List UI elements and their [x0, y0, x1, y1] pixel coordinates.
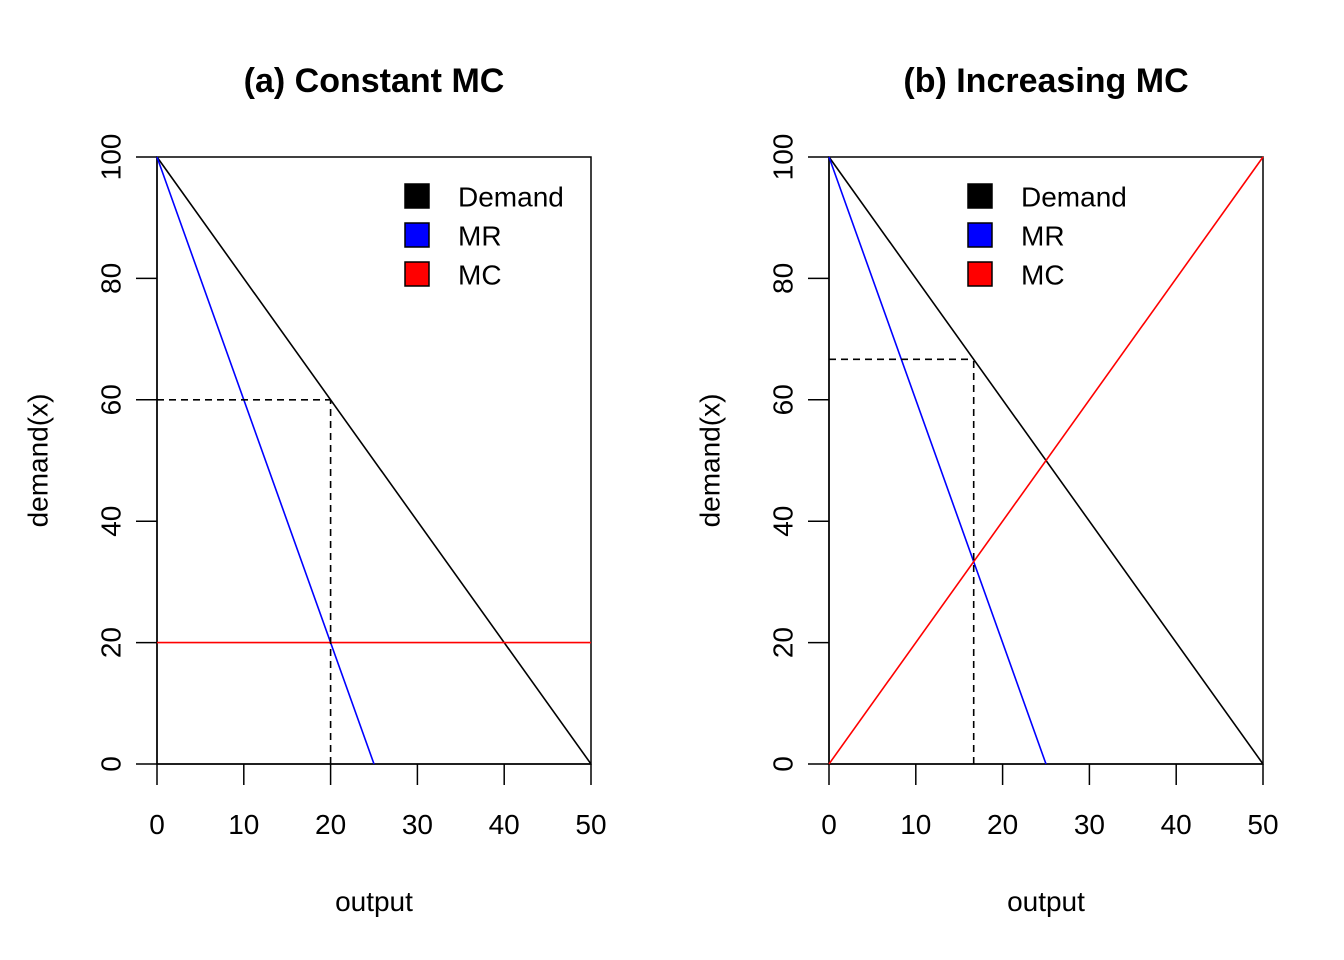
x-tick-label: 10 [228, 809, 259, 840]
series-line-mr [828, 156, 1047, 765]
series-line-mr [156, 156, 375, 765]
legend-label-mc: MC [1021, 260, 1065, 291]
x-tick-label: 50 [1247, 809, 1278, 840]
legend-label-mc: MC [458, 260, 502, 291]
legend-swatch-demand [404, 183, 430, 209]
x-tick-label: 0 [821, 809, 837, 840]
chart-panel-b: (b) Increasing MC 0 10 20 30 40 50 0 20 40 60 80 100… [695, 62, 1279, 917]
x-tick-label: 20 [987, 809, 1018, 840]
y-tick-label: 40 [96, 506, 127, 537]
x-tick-label: 0 [149, 809, 165, 840]
y-tick-label: 60 [96, 384, 127, 415]
y-tick-label: 0 [96, 756, 127, 772]
x-tick-label: 10 [900, 809, 931, 840]
legend-label-mr: MR [1021, 221, 1065, 252]
x-tick-label: 40 [489, 809, 520, 840]
y-axis-label: demand(x) [23, 394, 54, 528]
y-tick-label: 100 [96, 134, 127, 181]
legend-swatch-mc [967, 261, 993, 287]
legend-label-demand: Demand [1021, 182, 1127, 213]
legend-swatch-mr [967, 222, 993, 248]
series-line-demand [156, 156, 592, 765]
legend-label-mr: MR [458, 221, 502, 252]
chart-title: (a) Constant MC [244, 62, 505, 100]
y-tick-label: 100 [768, 134, 799, 181]
x-tick-label: 20 [315, 809, 346, 840]
legend-swatch-demand [967, 183, 993, 209]
x-tick-label: 30 [1074, 809, 1105, 840]
y-tick-label: 80 [768, 263, 799, 294]
x-axis-label: output [335, 886, 413, 917]
legend-swatch-mr [404, 222, 430, 248]
y-tick-label: 80 [96, 263, 127, 294]
chart-panel-a: (a) Constant MC 0 10 20 30 40 50 0 20 40 60 80 100 ou… [23, 62, 607, 917]
x-tick-label: 30 [402, 809, 433, 840]
y-tick-label: 40 [768, 506, 799, 537]
series-line-mc [828, 156, 1264, 765]
x-tick-label: 40 [1161, 809, 1192, 840]
y-tick-label: 0 [768, 756, 799, 772]
chart-title: (b) Increasing MC [903, 62, 1188, 100]
legend-swatch-mc [404, 261, 430, 287]
x-tick-label: 50 [575, 809, 606, 840]
y-axis-label: demand(x) [695, 394, 726, 528]
y-tick-label: 60 [768, 384, 799, 415]
legend-label-demand: Demand [458, 182, 564, 213]
x-axis-label: output [1007, 886, 1085, 917]
y-tick-label: 20 [96, 627, 127, 658]
y-tick-label: 20 [768, 627, 799, 658]
